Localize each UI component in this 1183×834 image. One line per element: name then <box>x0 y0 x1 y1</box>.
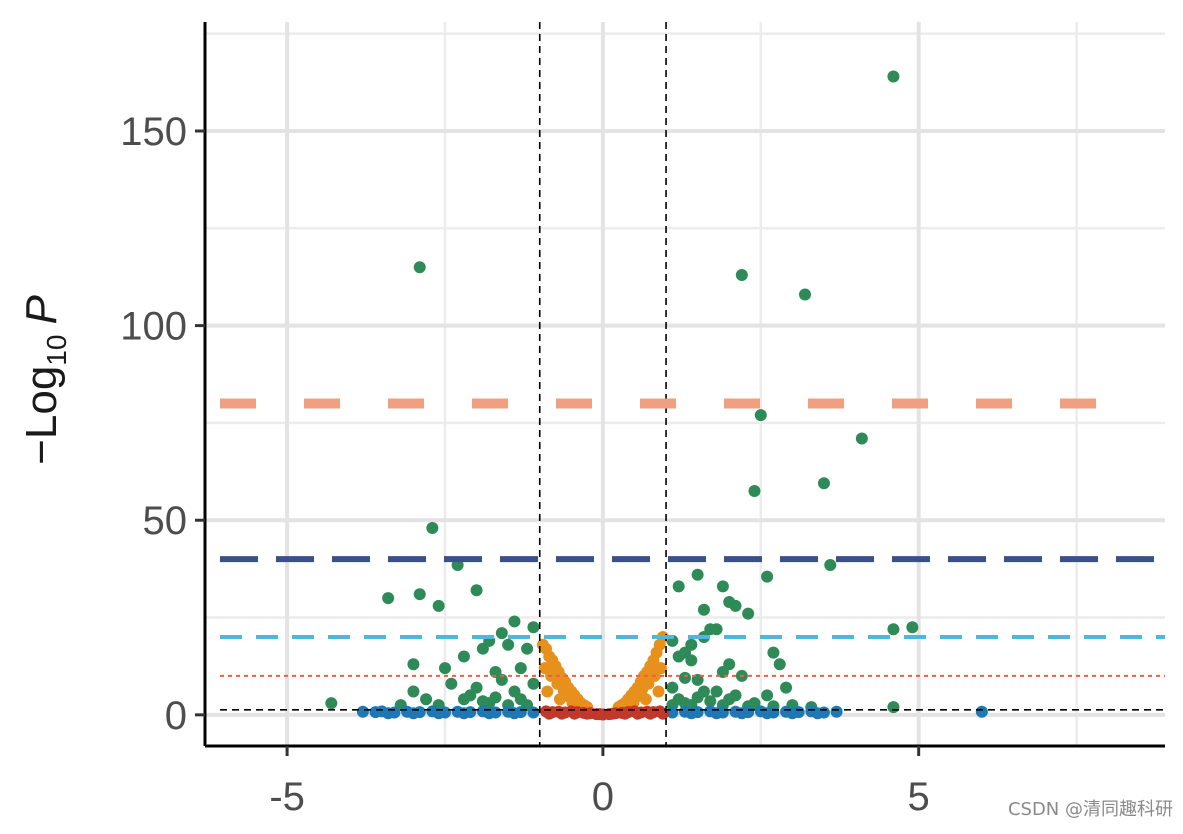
tick-labels: 0 50 100 150 -5 0 5 <box>120 110 930 819</box>
point-p-and-log2fc <box>527 621 540 634</box>
point-p-and-log2fc <box>432 599 445 612</box>
point-p-and-log2fc <box>672 580 685 593</box>
point-p-and-log2fc <box>773 658 786 671</box>
axes <box>203 22 1165 748</box>
point-p-and-log2fc <box>457 650 470 663</box>
point-p-and-log2fc <box>704 623 717 636</box>
point-p-and-log2fc <box>691 691 704 704</box>
point-log2fc <box>541 685 554 698</box>
point-p-and-log2fc <box>426 522 439 535</box>
point-p-and-log2fc <box>887 701 900 714</box>
point-p-and-log2fc <box>685 654 698 667</box>
point-p-and-log2fc <box>407 658 420 671</box>
x-tick-label: 0 <box>592 775 614 819</box>
y-axis-title: −Log10 P <box>17 295 72 465</box>
point-p-and-log2fc <box>748 485 761 498</box>
point-p-and-log2fc <box>672 650 685 663</box>
point-p-and-log2fc <box>723 693 736 706</box>
point-p-and-log2fc <box>445 677 458 690</box>
point-p-and-log2fc <box>723 595 736 608</box>
point-p-and-log2fc <box>413 261 426 274</box>
x-tick-label: 5 <box>908 775 930 819</box>
point-p-and-log2fc <box>817 477 830 490</box>
point-p-and-log2fc <box>761 570 774 583</box>
threshold-lines <box>220 22 1165 746</box>
y-axis-title-italic: P <box>17 295 66 325</box>
point-p-and-log2fc <box>502 638 515 651</box>
point-p-and-log2fc <box>716 580 729 593</box>
point-p-value <box>356 705 369 718</box>
point-p-and-log2fc <box>407 685 420 698</box>
point-p-and-log2fc <box>325 697 338 710</box>
point-log2fc <box>639 693 652 706</box>
x-tick-label: -5 <box>269 775 305 819</box>
point-p-and-log2fc <box>495 627 508 640</box>
y-tick-label: 0 <box>165 694 187 738</box>
point-p-value <box>975 705 988 718</box>
y-tick-label: 100 <box>120 305 187 349</box>
point-p-and-log2fc <box>887 623 900 636</box>
point-ns <box>581 707 594 720</box>
point-p-and-log2fc <box>508 615 521 628</box>
point-p-and-log2fc <box>742 607 755 620</box>
point-p-and-log2fc <box>439 662 451 675</box>
point-p-and-log2fc <box>691 568 704 581</box>
point-p-and-log2fc <box>476 642 489 655</box>
point-p-and-log2fc <box>710 685 723 698</box>
point-p-and-log2fc <box>470 584 483 597</box>
point-p-and-log2fc <box>420 693 433 706</box>
point-p-and-log2fc <box>697 603 710 616</box>
point-p-value <box>830 705 843 718</box>
point-log2fc <box>553 693 566 706</box>
point-p-and-log2fc <box>761 689 774 702</box>
point-ns <box>593 708 606 721</box>
point-p-and-log2fc <box>666 681 679 694</box>
point-p-and-log2fc <box>413 588 426 601</box>
point-ns <box>606 707 619 720</box>
point-ns <box>644 707 657 720</box>
point-p-and-log2fc <box>767 646 780 659</box>
point-p-and-log2fc <box>514 662 527 675</box>
point-p-and-log2fc <box>799 288 811 301</box>
grid-lines <box>205 22 1165 746</box>
point-ns <box>631 707 644 720</box>
point-p-and-log2fc <box>906 621 919 634</box>
point-log2fc <box>652 685 665 698</box>
point-p-and-log2fc <box>704 695 717 708</box>
y-tick-label: 50 <box>143 499 188 543</box>
point-p-and-log2fc <box>679 697 691 710</box>
point-p-value <box>527 706 540 719</box>
point-p-and-log2fc <box>521 642 534 655</box>
point-ns <box>543 707 556 720</box>
point-ns <box>555 707 568 720</box>
point-p-and-log2fc <box>754 409 767 422</box>
y-tick-label: 150 <box>120 110 187 154</box>
watermark: CSDN @清同趣科研 <box>1007 799 1173 820</box>
point-p-and-log2fc <box>780 681 793 694</box>
point-p-and-log2fc <box>855 432 868 445</box>
point-p-and-log2fc <box>382 592 395 605</box>
data-points <box>325 70 988 721</box>
point-p-and-log2fc <box>527 677 540 690</box>
y-axis-title-prefix: −Log <box>17 366 66 465</box>
point-p-and-log2fc <box>735 269 748 282</box>
point-p-and-log2fc <box>489 691 502 704</box>
point-p-and-log2fc <box>464 689 477 702</box>
point-p-and-log2fc <box>887 70 900 83</box>
y-axis-title-subscript: 10 <box>41 335 72 366</box>
point-ns <box>568 707 581 720</box>
point-p-and-log2fc <box>679 671 691 684</box>
point-p-and-log2fc <box>495 673 508 686</box>
point-ns <box>619 707 631 720</box>
point-p-and-log2fc <box>824 559 837 571</box>
